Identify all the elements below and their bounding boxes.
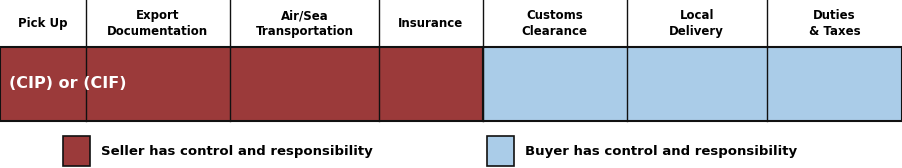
Bar — [63, 136, 90, 166]
Bar — [483, 47, 902, 121]
Bar — [487, 136, 514, 166]
Text: Duties
& Taxes: Duties & Taxes — [808, 9, 861, 38]
Bar — [0, 47, 483, 121]
Text: Air/Sea
Transportation: Air/Sea Transportation — [255, 9, 354, 38]
Text: Export
Documentation: Export Documentation — [107, 9, 208, 38]
Text: Customs
Clearance: Customs Clearance — [521, 9, 588, 38]
Text: Pick Up: Pick Up — [18, 17, 68, 30]
Text: Buyer has control and responsibility: Buyer has control and responsibility — [525, 145, 797, 158]
Text: Local
Delivery: Local Delivery — [669, 9, 724, 38]
Text: Insurance: Insurance — [398, 17, 464, 30]
Text: (CIP) or (CIF): (CIP) or (CIF) — [9, 76, 126, 92]
Text: Seller has control and responsibility: Seller has control and responsibility — [101, 145, 373, 158]
